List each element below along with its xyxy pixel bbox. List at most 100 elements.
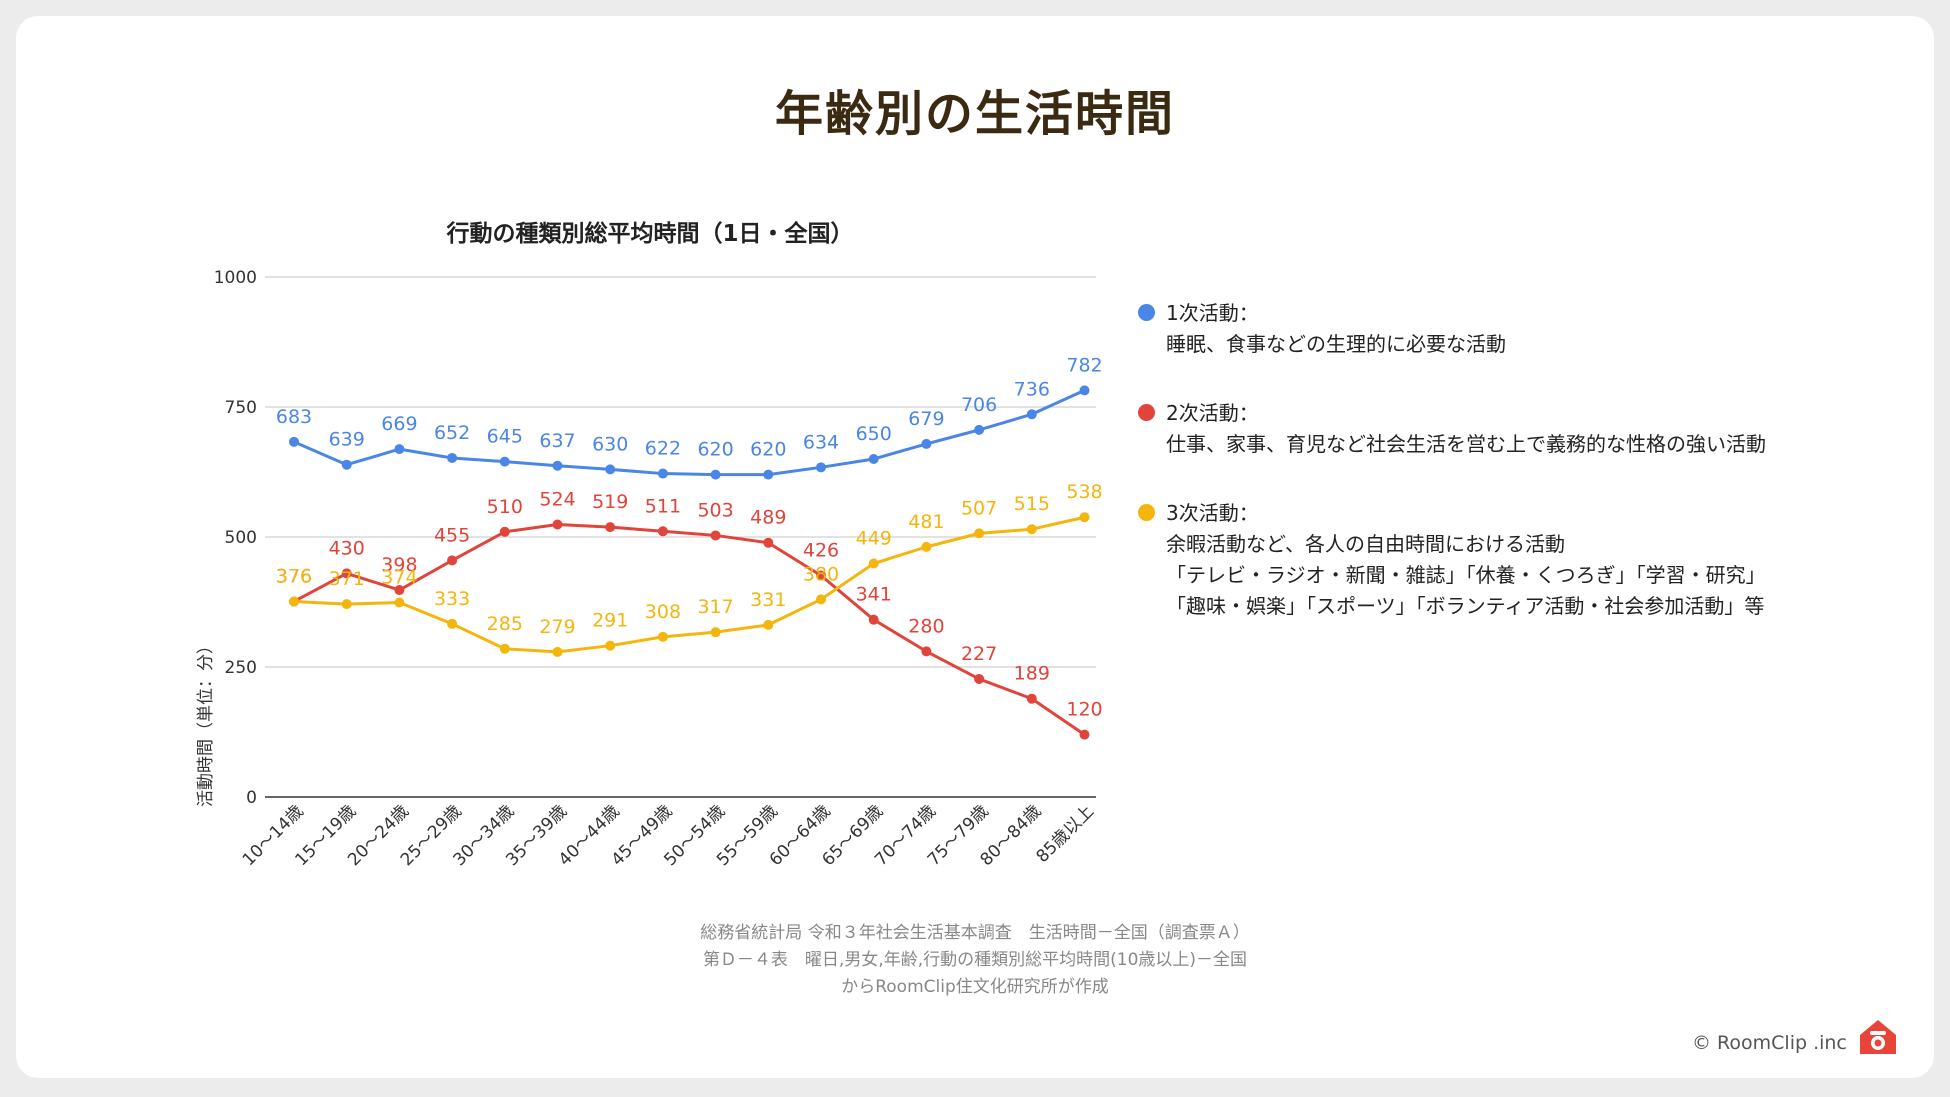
data-point <box>710 530 721 541</box>
card <box>16 16 1934 1078</box>
legend: 1次活動： 睡眠、食事などの生理的に必要な活動 2次活動： 仕事、家事、育児など… <box>1136 298 1916 660</box>
data-label: 426 <box>803 539 839 561</box>
data-label: 341 <box>856 584 892 606</box>
legend-head-1: 1次活動： <box>1166 301 1259 325</box>
data-point <box>394 585 405 596</box>
data-label: 279 <box>539 616 575 638</box>
data-label: 291 <box>592 610 628 632</box>
data-label: 683 <box>276 406 312 428</box>
data-point <box>657 631 668 642</box>
data-point <box>447 555 458 566</box>
data-point <box>816 462 826 473</box>
data-label: 333 <box>434 588 470 610</box>
data-label: 736 <box>1014 378 1050 400</box>
data-label: 507 <box>961 497 997 519</box>
data-label: 511 <box>645 495 681 517</box>
data-label: 227 <box>961 643 997 665</box>
data-point <box>710 469 721 480</box>
data-point <box>868 558 879 569</box>
data-label: 634 <box>803 431 839 453</box>
legend-desc-3c: 「趣味・娯楽」「スポーツ」「ボランティア活動・社会参加活動」等 <box>1166 594 1765 618</box>
data-label: 503 <box>697 499 733 521</box>
data-point <box>394 444 405 455</box>
data-point <box>816 570 826 581</box>
data-point <box>763 469 774 480</box>
data-point <box>341 459 352 470</box>
data-label: 481 <box>908 511 944 533</box>
data-label: 622 <box>645 438 681 460</box>
data-label: 620 <box>750 439 786 461</box>
data-point <box>763 619 774 630</box>
legend-dot-3 <box>1138 504 1155 521</box>
data-label: 620 <box>697 439 733 461</box>
data-point <box>394 597 405 608</box>
data-point <box>1079 512 1090 523</box>
data-point <box>447 618 458 629</box>
data-point <box>1026 693 1037 704</box>
data-point <box>552 460 563 471</box>
data-label: 630 <box>592 433 628 455</box>
data-point <box>816 594 826 605</box>
legend-item-3: 3次活動： 余暇活動など、各人の自由時間における活動 「テレビ・ラジオ・新聞・雑… <box>1136 498 1916 622</box>
legend-dot-1 <box>1138 304 1155 321</box>
data-point <box>921 541 932 552</box>
data-point <box>868 454 879 464</box>
data-label: 519 <box>592 491 628 513</box>
copyright-credit: © RoomClip .inc <box>1692 1032 1847 1054</box>
data-point <box>1026 409 1037 420</box>
house-camera-icon <box>1860 1020 1896 1054</box>
y-tick-label: 1000 <box>214 268 257 288</box>
data-point <box>1026 524 1037 535</box>
data-label: 650 <box>856 423 892 445</box>
data-point <box>447 452 458 463</box>
x-tick-label: 85歳以上 <box>1033 801 1099 867</box>
data-point <box>341 599 352 610</box>
legend-desc-2: 仕事、家事、育児など社会生活を営む上で義務的な性格の強い活動 <box>1166 432 1766 456</box>
source-note: 総務省統計局 令和３年社会生活基本調査 生活時間－全国（調査票Ａ） 第Ｄ－４表 … <box>0 920 1950 1001</box>
data-point <box>499 643 510 654</box>
legend-desc-3a: 余暇活動など、各人の自由時間における活動 <box>1166 532 1565 556</box>
data-point <box>605 464 616 475</box>
source-line-2: 第Ｄ－４表 曜日,男女,年齢,行動の種類別総平均時間(10歳以上)－全国 <box>702 950 1248 970</box>
data-label: 510 <box>487 496 523 518</box>
data-label: 371 <box>329 568 365 590</box>
data-point <box>499 456 510 467</box>
data-label: 637 <box>539 430 575 452</box>
data-point <box>289 436 299 447</box>
data-label: 376 <box>276 565 312 587</box>
y-tick-label: 750 <box>225 398 257 418</box>
page-title: 年齢別の生活時間 <box>774 86 1175 142</box>
source-line-3: からRoomClip住文化研究所が作成 <box>841 977 1109 997</box>
chart-title: 行動の種類別総平均時間（1日・全国） <box>446 221 854 247</box>
data-label: 308 <box>645 601 681 623</box>
data-point <box>974 424 985 435</box>
data-point <box>605 640 616 651</box>
data-point <box>868 614 879 625</box>
data-point <box>1079 385 1090 396</box>
data-label: 515 <box>1014 493 1050 515</box>
y-tick-label: 500 <box>225 528 257 548</box>
data-point <box>763 537 774 548</box>
legend-item-2: 2次活動： 仕事、家事、育児など社会生活を営む上で義務的な性格の強い活動 <box>1136 398 1916 460</box>
legend-head-3: 3次活動： <box>1166 501 1259 525</box>
data-label: 398 <box>381 554 417 576</box>
data-label: 285 <box>487 613 523 635</box>
data-label: 524 <box>539 489 575 511</box>
legend-head-2: 2次活動： <box>1166 401 1259 425</box>
data-label: 189 <box>1014 663 1050 685</box>
data-point <box>605 522 616 533</box>
data-label: 706 <box>961 394 997 416</box>
data-point <box>341 568 352 579</box>
data-point <box>974 673 985 684</box>
data-label: 538 <box>1066 481 1102 503</box>
legend-dot-2 <box>1138 404 1155 421</box>
data-point <box>552 646 563 657</box>
data-point <box>499 526 510 537</box>
data-point <box>552 519 563 530</box>
data-point <box>289 596 299 607</box>
data-label: 652 <box>434 422 470 444</box>
data-label: 374 <box>381 567 417 589</box>
y-tick-label: 0 <box>246 788 257 808</box>
series-line-3 <box>293 515 1085 654</box>
